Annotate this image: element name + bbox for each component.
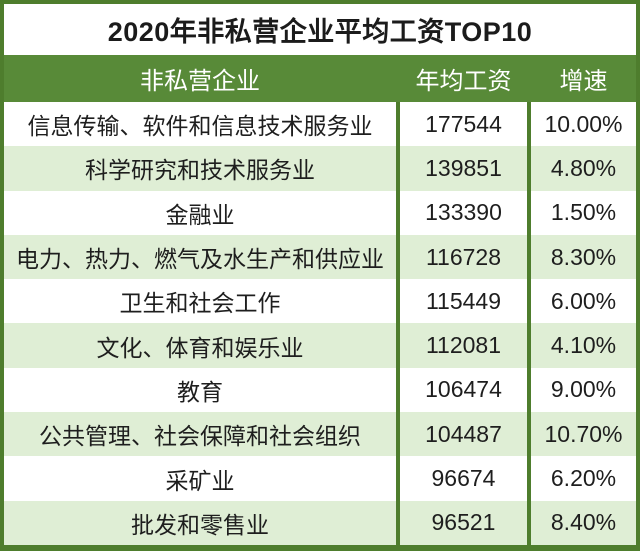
growth-cell: 6.20% bbox=[531, 456, 636, 501]
table-row: 文化、体育和娱乐业 112081 4.10% bbox=[4, 323, 636, 368]
wage-cell: 104487 bbox=[400, 412, 527, 457]
wage-cell: 139851 bbox=[400, 146, 527, 191]
industry-cell: 批发和零售业 bbox=[4, 500, 396, 545]
industry-cell: 教育 bbox=[4, 367, 396, 413]
table-body: 信息传输、软件和信息技术服务业 177544 10.00% 科学研究和技术服务业… bbox=[4, 102, 636, 545]
table-row: 公共管理、社会保障和社会组织 104487 10.70% bbox=[4, 412, 636, 457]
table-row: 金融业 133390 1.50% bbox=[4, 190, 636, 235]
industry-cell: 信息传输、软件和信息技术服务业 bbox=[4, 102, 396, 147]
growth-cell: 10.00% bbox=[531, 102, 636, 147]
growth-cell: 9.00% bbox=[531, 367, 636, 413]
table-row: 科学研究和技术服务业 139851 4.80% bbox=[4, 146, 636, 191]
column-header-growth: 增速 bbox=[559, 68, 608, 95]
wage-cell: 96674 bbox=[400, 456, 527, 501]
growth-cell: 1.50% bbox=[531, 190, 636, 235]
growth-cell: 4.80% bbox=[531, 146, 636, 191]
wage-cell: 177544 bbox=[400, 102, 527, 147]
title-bar: 2020年非私营企业平均工资TOP10 bbox=[4, 4, 636, 55]
industry-cell: 卫生和社会工作 bbox=[4, 279, 396, 324]
table-header-row: 非私营企业 年均工资 增速 bbox=[4, 55, 636, 102]
table-row: 教育 106474 9.00% bbox=[4, 367, 636, 413]
wage-cell: 115449 bbox=[400, 279, 527, 324]
column-header-wage: 年均工资 bbox=[415, 68, 512, 95]
growth-cell: 8.30% bbox=[531, 234, 636, 280]
industry-cell: 金融业 bbox=[4, 190, 396, 235]
industry-cell: 采矿业 bbox=[4, 456, 396, 501]
table-row: 卫生和社会工作 115449 6.00% bbox=[4, 279, 636, 324]
wage-cell: 112081 bbox=[400, 323, 527, 368]
table-row: 电力、热力、燃气及水生产和供应业 116728 8.30% bbox=[4, 234, 636, 280]
growth-cell: 10.70% bbox=[531, 412, 636, 457]
table-row: 采矿业 96674 6.20% bbox=[4, 456, 636, 501]
growth-cell: 6.00% bbox=[531, 279, 636, 324]
industry-cell: 科学研究和技术服务业 bbox=[4, 146, 396, 191]
growth-cell: 8.40% bbox=[531, 500, 636, 545]
table-row: 批发和零售业 96521 8.40% bbox=[4, 500, 636, 545]
industry-cell: 电力、热力、燃气及水生产和供应业 bbox=[4, 234, 396, 280]
wage-cell: 116728 bbox=[400, 234, 527, 280]
wage-cell: 133390 bbox=[400, 190, 527, 235]
column-header-industry: 非私营企业 bbox=[140, 68, 260, 95]
table-title: 2020年非私营企业平均工资TOP10 bbox=[107, 17, 533, 47]
wage-cell: 106474 bbox=[400, 367, 527, 413]
industry-cell: 公共管理、社会保障和社会组织 bbox=[4, 412, 396, 457]
table-row: 信息传输、软件和信息技术服务业 177544 10.00% bbox=[4, 102, 636, 147]
industry-cell: 文化、体育和娱乐业 bbox=[4, 323, 396, 368]
growth-cell: 4.10% bbox=[531, 323, 636, 368]
wage-cell: 96521 bbox=[400, 500, 527, 545]
